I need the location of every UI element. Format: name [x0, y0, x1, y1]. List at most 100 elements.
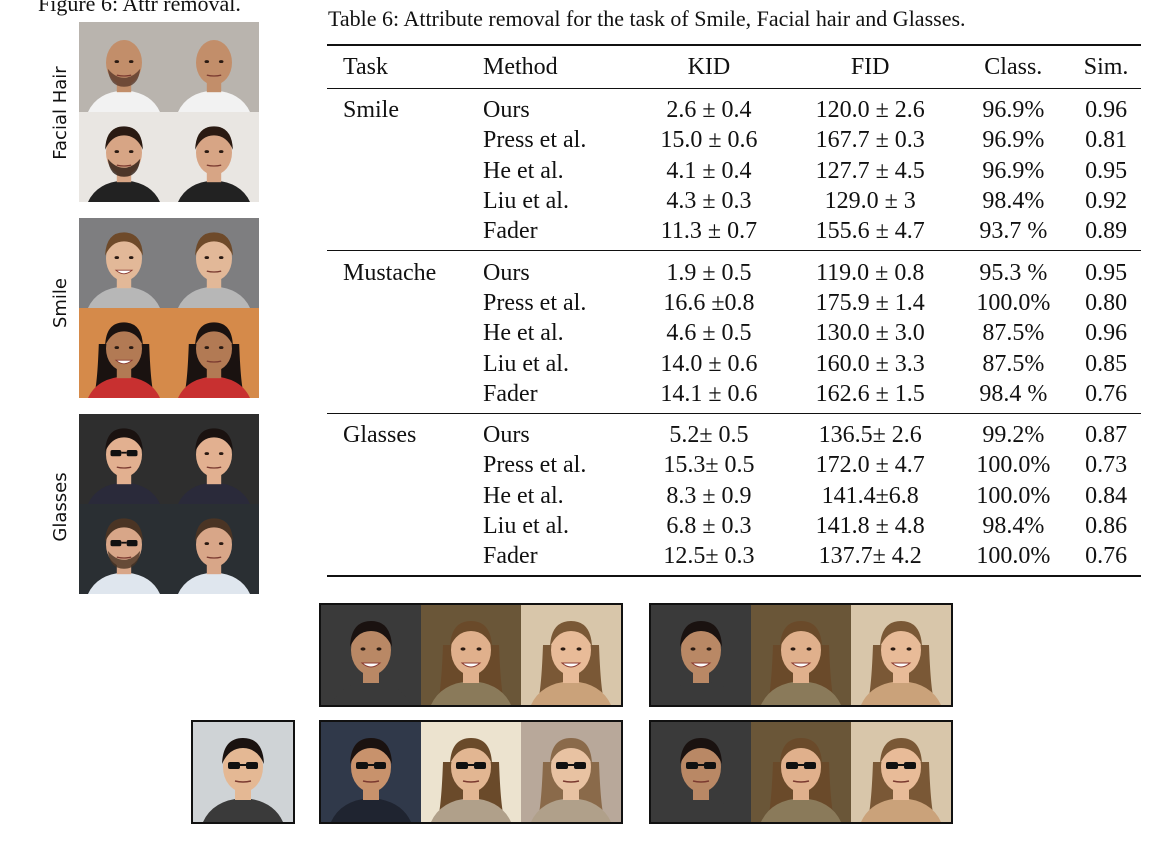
- class-cell: 99.2%: [982, 422, 1045, 449]
- fid-cell: 141.8 ± 4.8: [815, 513, 925, 539]
- face-thumbnail: [651, 722, 751, 822]
- class-cell: 93.7 %: [955, 216, 1072, 252]
- task-cell: [327, 511, 483, 541]
- kid-cell: 12.5± 0.3: [633, 541, 785, 578]
- fid-cell: 167.7 ± 0.3: [815, 127, 925, 154]
- task-cell: [327, 450, 483, 480]
- bottom-right-image-strip: [649, 720, 953, 824]
- table-row: Smile Ours 2.6 ± 0.4 120.0 ± 2.6 96.9% 0.96: [327, 89, 1141, 126]
- method-cell: Press et al.: [483, 289, 587, 316]
- side-label-facial-hair: Facial Hair: [50, 66, 71, 160]
- sim-cell: 0.95: [1085, 259, 1128, 286]
- kid-cell: 15.0 ± 0.6: [660, 127, 758, 154]
- method-cell: Press et al.: [483, 452, 587, 479]
- face-thumbnail: [79, 504, 169, 594]
- sim-cell: 0.92: [1085, 188, 1128, 215]
- kid-cell: 4.6 ± 0.5: [666, 320, 752, 347]
- task-cell: [327, 318, 483, 348]
- kid-cell: 1.9 ± 0.5: [666, 259, 752, 286]
- task-cell: Mustache: [343, 259, 437, 286]
- task-cell: [327, 378, 483, 414]
- class-cell: 100.0%: [976, 452, 1051, 479]
- class-cell: 87.5%: [982, 350, 1045, 377]
- header-kid: KID: [633, 44, 785, 89]
- table-header-row: Task Method KID FID Class. Sim.: [327, 44, 1141, 89]
- class-cell: 96.9%: [982, 127, 1045, 154]
- fid-cell: 136.5± 2.6: [818, 422, 922, 449]
- kid-cell: 16.6 ±0.8: [663, 289, 755, 316]
- class-cell: 98.4%: [982, 513, 1045, 539]
- method-cell: Fader: [483, 378, 633, 414]
- kid-cell: 8.3 ± 0.9: [666, 482, 752, 509]
- sim-cell: 0.87: [1085, 422, 1128, 449]
- header-sim: Sim.: [1071, 44, 1141, 89]
- class-cell: 100.0%: [976, 289, 1051, 316]
- side-label-smile: Smile: [50, 277, 71, 329]
- face-thumbnail: [651, 605, 751, 705]
- fid-cell: 119.0 ± 0.8: [816, 259, 925, 286]
- task-cell: [327, 125, 483, 155]
- bottom-left-image-strip: [319, 720, 623, 824]
- face-thumbnail: [79, 308, 169, 398]
- sim-cell: 0.89: [1071, 216, 1141, 252]
- task-cell: [327, 156, 483, 186]
- face-thumbnail: [851, 605, 951, 705]
- fid-cell: 127.7 ± 4.5: [815, 157, 925, 184]
- table-row: Press et al. 15.3± 0.5 172.0 ± 4.7 100.0% 0.…: [327, 450, 1141, 480]
- fid-cell: 120.0 ± 2.6: [815, 97, 925, 124]
- side-label-glasses: Glasses: [50, 472, 71, 542]
- task-cell: Glasses: [343, 422, 417, 449]
- header-fid: FID: [784, 44, 956, 89]
- sim-cell: 0.81: [1085, 127, 1128, 154]
- header-class: Class.: [955, 44, 1072, 89]
- sim-cell: 0.85: [1085, 350, 1128, 377]
- method-cell: Press et al.: [483, 127, 587, 154]
- method-cell: Fader: [483, 216, 633, 252]
- table-row: Liu et al. 6.8 ± 0.3 141.8 ± 4.8 98.4% 0.86: [327, 511, 1141, 541]
- kid-cell: 14.1 ± 0.6: [633, 378, 785, 414]
- fid-cell: 172.0 ± 4.7: [815, 452, 925, 479]
- class-cell: 87.5%: [982, 320, 1045, 347]
- kid-cell: 14.0 ± 0.6: [660, 350, 758, 377]
- method-cell: He et al.: [483, 320, 564, 347]
- task-cell: [327, 348, 483, 378]
- method-cell: Liu et al.: [483, 350, 569, 377]
- table-row: Press et al. 15.0 ± 0.6 167.7 ± 0.3 96.9% 0.…: [327, 125, 1141, 155]
- face-thumbnail: [79, 218, 169, 308]
- table-row: Press et al. 16.6 ±0.8 175.9 ± 1.4 100.0% 0.…: [327, 288, 1141, 318]
- face-thumbnail: [751, 605, 851, 705]
- table-row: Mustache Ours 1.9 ± 0.5 119.0 ± 0.8 95.3 % 0.…: [327, 251, 1141, 288]
- method-cell: He et al.: [483, 482, 564, 509]
- face-thumbnail: [169, 218, 259, 308]
- method-cell: He et al.: [483, 157, 564, 184]
- table-row: Liu et al. 14.0 ± 0.6 160.0 ± 3.3 87.5% 0.85: [327, 348, 1141, 378]
- sim-cell: 0.73: [1085, 452, 1128, 479]
- kid-cell: 4.3 ± 0.3: [666, 188, 752, 215]
- class-cell: 98.4 %: [955, 378, 1072, 414]
- task-cell: [327, 288, 483, 318]
- class-cell: 100.0%: [976, 482, 1051, 509]
- results-table: Task Method KID FID Class. Sim. Smile Our…: [327, 44, 1141, 578]
- top-left-image-strip: [319, 603, 623, 707]
- face-thumbnail: [79, 22, 169, 112]
- kid-cell: 5.2± 0.5: [669, 422, 749, 449]
- kid-cell: 6.8 ± 0.3: [666, 513, 752, 539]
- method-cell: Ours: [483, 259, 530, 286]
- task-cell: [327, 216, 483, 252]
- table-row: He et al. 4.6 ± 0.5 130.0 ± 3.0 87.5% 0.96: [327, 318, 1141, 348]
- fid-cell: 160.0 ± 3.3: [815, 350, 925, 377]
- table-row: He et al. 8.3 ± 0.9 141.4±6.8 100.0% 0.84: [327, 481, 1141, 511]
- method-cell: Ours: [483, 422, 530, 449]
- sim-cell: 0.84: [1085, 482, 1128, 509]
- face-thumbnail: [321, 722, 421, 822]
- face-thumbnail: [751, 722, 851, 822]
- face-thumbnail: [169, 22, 259, 112]
- face-thumbnail: [851, 722, 951, 822]
- kid-cell: 2.6 ± 0.4: [666, 97, 752, 124]
- kid-cell: 15.3± 0.5: [663, 452, 755, 479]
- task-cell: Smile: [343, 97, 400, 124]
- fid-cell: 130.0 ± 3.0: [815, 320, 925, 347]
- sim-cell: 0.76: [1071, 541, 1141, 578]
- fid-cell: 129.0 ± 3: [824, 188, 916, 215]
- sim-cell: 0.95: [1085, 157, 1128, 184]
